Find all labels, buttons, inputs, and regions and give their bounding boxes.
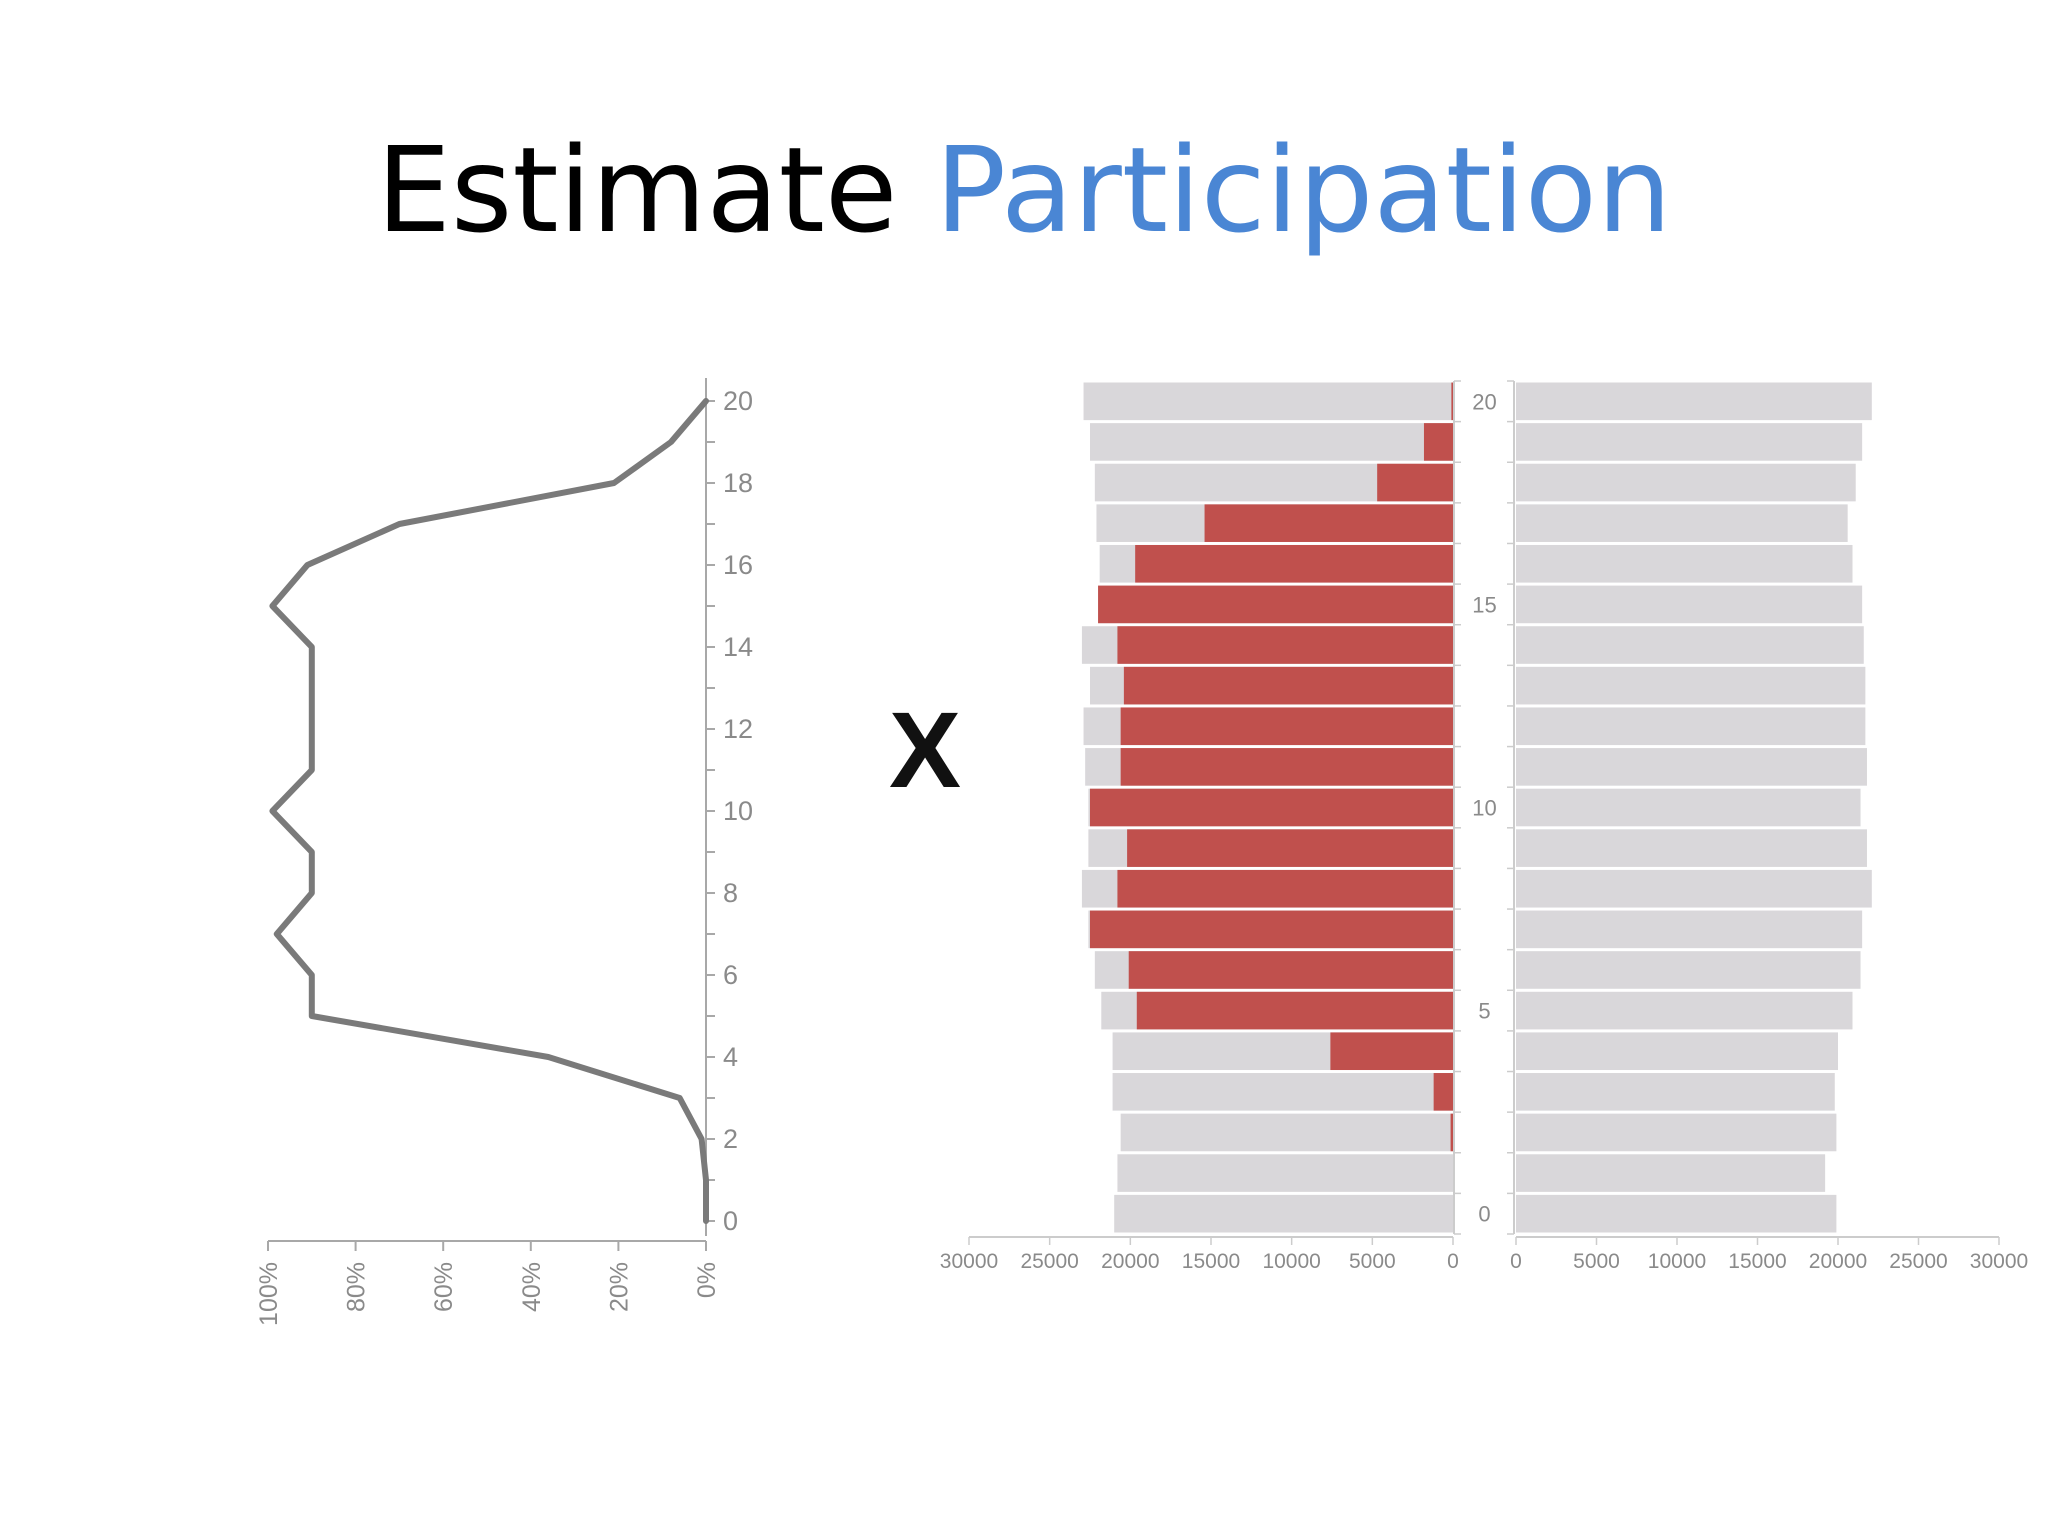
y-tick-label: 8 bbox=[723, 878, 738, 908]
population-bar-right bbox=[1516, 1194, 1837, 1233]
x-tick-label: 20% bbox=[605, 1262, 633, 1312]
participating-bar bbox=[1330, 1032, 1453, 1071]
age-tick-label: 5 bbox=[1478, 999, 1490, 1024]
x-tick-label: 40% bbox=[518, 1262, 546, 1312]
population-bar-right bbox=[1516, 748, 1867, 786]
participating-bar bbox=[1450, 1113, 1453, 1152]
population-bar-right bbox=[1516, 423, 1863, 461]
right-x-tick-label: 10000 bbox=[1648, 1250, 1706, 1273]
population-bar-right bbox=[1516, 585, 1863, 624]
y-tick-label: 18 bbox=[723, 468, 753, 498]
page-title: Estimate Participation bbox=[0, 120, 2048, 260]
population-bar-left bbox=[1117, 1154, 1453, 1192]
population-bar-right bbox=[1516, 991, 1853, 1030]
population-bar-left bbox=[1112, 1073, 1453, 1111]
population-bar-left bbox=[1083, 382, 1453, 421]
population-bar-right bbox=[1516, 707, 1866, 746]
participating-bar bbox=[1136, 991, 1453, 1030]
population-bar-left bbox=[1090, 423, 1453, 461]
participating-bar bbox=[1117, 869, 1453, 908]
y-tick-label: 16 bbox=[723, 550, 753, 580]
right-x-tick-label: 25000 bbox=[1889, 1250, 1947, 1273]
x-tick-label: 0% bbox=[693, 1262, 721, 1298]
population-bar-right bbox=[1516, 463, 1856, 502]
right-x-tick-label: 30000 bbox=[1970, 1250, 2028, 1273]
population-bar-right bbox=[1516, 626, 1864, 664]
x-tick-label: 60% bbox=[430, 1262, 458, 1312]
age-tick-label: 10 bbox=[1472, 796, 1496, 821]
population-bar-right bbox=[1516, 951, 1861, 989]
left-x-tick-label: 0 bbox=[1447, 1250, 1459, 1273]
left-x-tick-label: 15000 bbox=[1182, 1250, 1240, 1273]
population-bar-right bbox=[1516, 666, 1866, 705]
population-bar-left bbox=[1114, 1194, 1453, 1233]
x-tick-label: 80% bbox=[343, 1262, 371, 1312]
participating-bar bbox=[1120, 707, 1453, 746]
title-accent: Participation bbox=[935, 121, 1672, 259]
population-bar-right bbox=[1516, 829, 1867, 867]
y-tick-label: 4 bbox=[723, 1042, 738, 1072]
y-tick-label: 6 bbox=[723, 960, 738, 990]
y-tick-label: 12 bbox=[723, 714, 753, 744]
participating-bar bbox=[1204, 504, 1453, 542]
right-x-tick-label: 0 bbox=[1510, 1250, 1522, 1273]
population-bar-left bbox=[1120, 1113, 1453, 1152]
age-tick-label: 20 bbox=[1472, 389, 1496, 414]
population-bar-right bbox=[1516, 504, 1848, 542]
participating-bar bbox=[1123, 666, 1453, 705]
participation-line bbox=[269, 398, 709, 1224]
population-bar-right bbox=[1516, 382, 1872, 421]
population-bar-right bbox=[1516, 1032, 1838, 1071]
population-bar-right bbox=[1516, 788, 1861, 827]
participating-bar bbox=[1135, 544, 1453, 583]
left-x-tick-label: 5000 bbox=[1349, 1250, 1396, 1273]
y-tick-label: 0 bbox=[723, 1206, 738, 1236]
participation-rate-chart: 0 2 4 6 8 10 12 14 16 18 20 100% 80% 60% 40% 20% 0% bbox=[255, 378, 753, 1326]
y-tick-label: 14 bbox=[723, 632, 753, 662]
population-bar-right bbox=[1516, 544, 1853, 583]
participating-bar bbox=[1377, 463, 1453, 502]
participating-bar bbox=[1433, 1073, 1453, 1111]
title-prefix: Estimate bbox=[376, 121, 898, 259]
participating-bar bbox=[1423, 423, 1453, 461]
participating-bar bbox=[1128, 951, 1453, 989]
population-bar-right bbox=[1516, 1154, 1826, 1192]
left-x-tick-label: 10000 bbox=[1262, 1250, 1320, 1273]
right-x-tick-label: 15000 bbox=[1728, 1250, 1786, 1273]
participating-bar bbox=[1127, 829, 1453, 867]
x-tick-label: 100% bbox=[255, 1262, 283, 1326]
right-x-tick-label: 20000 bbox=[1809, 1250, 1867, 1273]
population-bar-right bbox=[1516, 869, 1872, 908]
left-x-tick-label: 30000 bbox=[940, 1250, 998, 1273]
right-x-tick-label: 5000 bbox=[1573, 1250, 1620, 1273]
multiply-operator: X bbox=[888, 689, 962, 810]
population-bar-right bbox=[1516, 910, 1863, 949]
y-tick-label: 2 bbox=[723, 1124, 738, 1154]
participating-bar bbox=[1120, 748, 1453, 786]
y-tick-label: 20 bbox=[723, 386, 753, 416]
participating-bar bbox=[1098, 585, 1453, 624]
participating-bar bbox=[1451, 382, 1453, 421]
population-bar-right bbox=[1516, 1073, 1835, 1111]
participating-bar bbox=[1090, 910, 1453, 949]
left-x-tick-label: 25000 bbox=[1020, 1250, 1078, 1273]
participating-bar bbox=[1117, 626, 1453, 664]
age-tick-label: 0 bbox=[1478, 1202, 1490, 1227]
left-x-tick-label: 20000 bbox=[1101, 1250, 1159, 1273]
age-tick-label: 15 bbox=[1472, 592, 1496, 617]
participating-bar bbox=[1090, 788, 1453, 827]
population-bar-right bbox=[1516, 1113, 1837, 1152]
y-tick-label: 10 bbox=[723, 796, 753, 826]
